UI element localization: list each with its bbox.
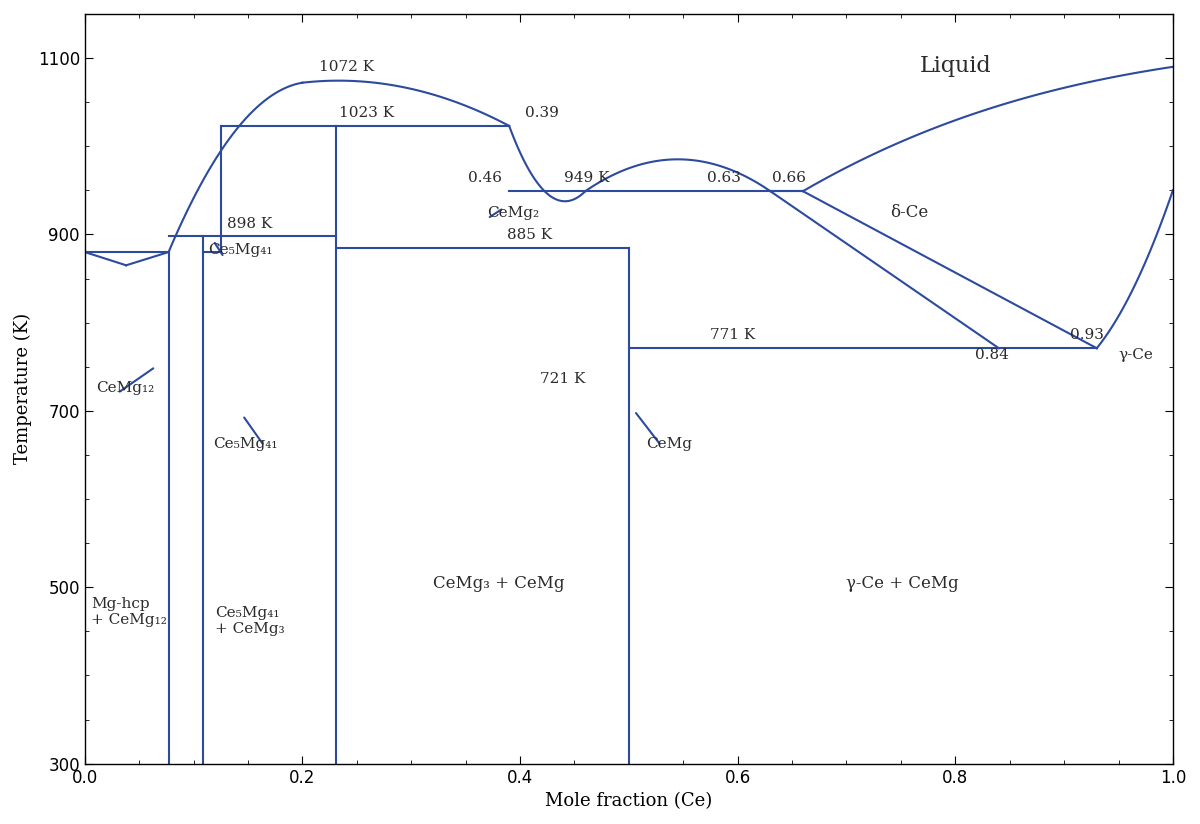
Text: 898 K: 898 K [227,217,272,231]
Text: 0.39: 0.39 [526,105,559,119]
Text: γ-Ce: γ-Ce [1118,349,1153,363]
X-axis label: Mole fraction (Ce): Mole fraction (Ce) [545,792,713,810]
Text: 949 K: 949 K [564,171,610,185]
Text: 721 K: 721 K [540,372,586,386]
Text: 0.93: 0.93 [1069,328,1104,342]
Text: 0.63: 0.63 [707,171,742,185]
Text: Liquid: Liquid [919,55,991,77]
Text: 0.66: 0.66 [773,171,806,185]
Text: γ-Ce + CeMg: γ-Ce + CeMg [846,574,959,592]
Text: CeMg₂: CeMg₂ [487,206,540,220]
Text: 885 K: 885 K [506,228,552,242]
Text: 0.84: 0.84 [974,349,1009,363]
Text: 1023 K: 1023 K [340,105,395,119]
Text: Mg-hcp
+ CeMg₁₂: Mg-hcp + CeMg₁₂ [91,597,167,627]
Text: 0.46: 0.46 [468,171,502,185]
Text: CeMg₁₂: CeMg₁₂ [96,381,154,395]
Text: Ce₅Mg₄₁
+ CeMg₃: Ce₅Mg₄₁ + CeMg₃ [215,606,286,636]
Text: δ-Ce: δ-Ce [890,204,929,221]
Text: CeMg₃ + CeMg: CeMg₃ + CeMg [433,574,564,592]
Text: CeMg: CeMg [647,437,692,451]
Text: Ce₅Mg₄₁: Ce₅Mg₄₁ [208,243,272,257]
Text: Ce₅Mg₄₁: Ce₅Mg₄₁ [214,437,277,451]
Text: 1072 K: 1072 K [319,60,374,74]
Text: 771 K: 771 K [710,328,756,342]
Y-axis label: Temperature (K): Temperature (K) [14,313,32,465]
